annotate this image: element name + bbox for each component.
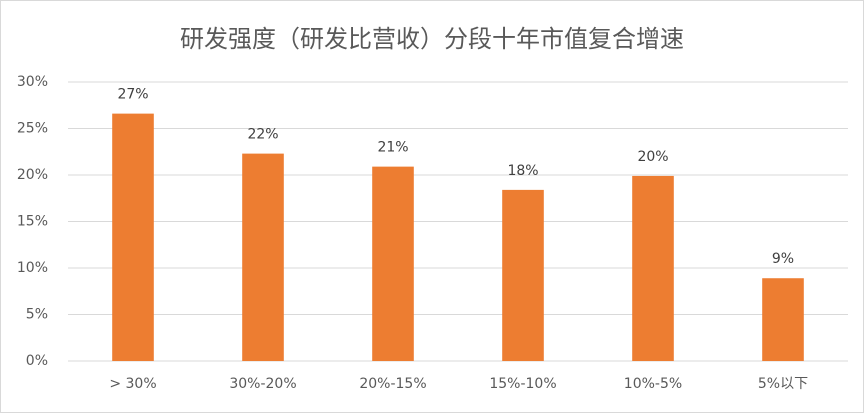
value-label: 22% [247,127,278,143]
y-tick-label: 5% [26,307,48,323]
bar [502,189,544,361]
bar [112,113,154,362]
x-tick-label: 10%-5% [624,376,682,392]
y-tick-label: 25% [17,121,48,137]
bar [372,166,414,361]
value-label: 21% [377,140,408,156]
x-tick-label: 20%-15% [359,376,426,392]
x-tick-label: > 30% [109,376,156,392]
value-label: 9% [772,251,794,267]
y-tick-label: 0% [26,353,48,369]
chart-title: 研发强度（研发比营收）分段十年市值复合增速 [180,25,684,53]
value-label: 20% [637,149,668,165]
bar [762,278,804,361]
value-label: 27% [117,87,148,103]
y-tick-label: 10% [17,260,48,276]
x-tick-label: 5%以下 [758,376,808,392]
y-tick-label: 20% [17,167,48,183]
x-tick-label: 30%-20% [229,376,296,392]
y-tick-label: 30% [17,74,48,90]
x-tick-label: 15%-10% [489,376,556,392]
bar [242,153,284,361]
bar [632,175,674,361]
value-label: 18% [507,163,538,179]
y-tick-label: 15% [17,214,48,230]
